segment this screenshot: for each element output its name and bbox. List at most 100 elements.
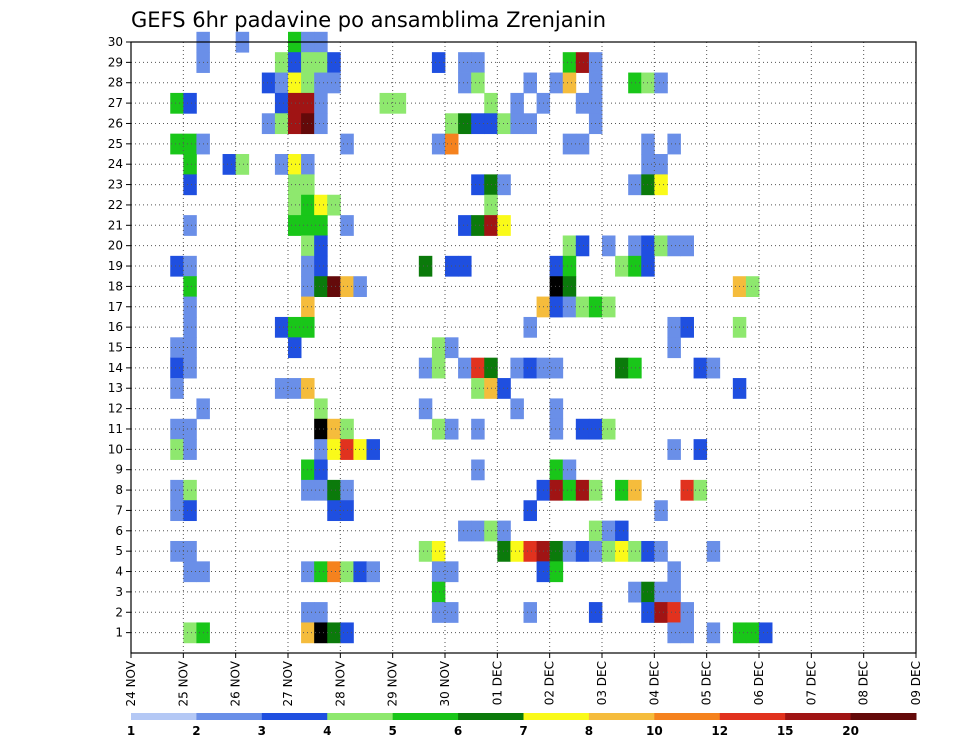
heatmap-cell	[418, 255, 433, 277]
y-tick-label: 23	[108, 178, 123, 192]
heatmap-cell	[274, 316, 289, 338]
chart-title: GEFS 6hr padavine po ansamblima Zrenjani…	[131, 8, 606, 32]
heatmap-cell	[183, 561, 197, 583]
heatmap-cell	[170, 418, 184, 440]
colorbar-swatch	[131, 713, 197, 720]
heatmap-cell	[602, 540, 616, 562]
colorbar-swatch	[523, 713, 590, 720]
colorbar-label: 20	[842, 724, 859, 738]
heatmap-cell	[288, 194, 302, 216]
colorbar-label: 12	[711, 724, 728, 738]
heatmap-cell	[693, 479, 708, 501]
y-tick-label: 12	[108, 402, 123, 416]
heatmap-cell	[183, 622, 197, 644]
colorbar-label: 2	[192, 724, 200, 738]
heatmap-cell	[288, 72, 302, 94]
heatmap-cell	[549, 398, 564, 420]
heatmap-cell	[222, 154, 237, 175]
heatmap-cell	[314, 255, 328, 277]
y-tick-label: 25	[108, 137, 123, 151]
heatmap-cell	[314, 479, 328, 501]
y-tick-label: 19	[108, 259, 123, 273]
heatmap-cell	[458, 255, 472, 277]
heatmap-cell	[706, 622, 721, 644]
heatmap-cell	[314, 72, 328, 94]
heatmap-cell	[654, 154, 668, 175]
heatmap-cell	[431, 418, 446, 440]
y-axis-ticks: 1234567891011121314151617181920212223242…	[108, 35, 131, 640]
heatmap-cell	[327, 479, 341, 501]
heatmap-cell	[523, 316, 537, 338]
heatmap-cell	[628, 479, 642, 501]
heatmap-cell	[314, 398, 328, 420]
x-tick-label: 03 DEC	[595, 661, 609, 705]
heatmap-cell	[510, 540, 524, 562]
heatmap-cell	[261, 113, 276, 135]
heatmap-cell	[484, 215, 498, 236]
heatmap-cell	[471, 459, 485, 481]
heatmap-cell	[615, 520, 629, 542]
y-tick-label: 9	[115, 463, 123, 477]
y-tick-label: 30	[108, 35, 123, 49]
heatmap-cell	[314, 418, 328, 440]
heatmap-cell	[183, 215, 197, 236]
heatmap-cell	[523, 540, 537, 562]
heatmap-cell	[745, 276, 760, 297]
heatmap-cell	[654, 581, 668, 603]
heatmap-cell	[314, 52, 328, 73]
heatmap-cell	[274, 378, 289, 399]
heatmap-cell	[667, 581, 681, 603]
colorbar-swatch	[785, 713, 852, 720]
heatmap-cell	[274, 113, 289, 135]
colorbar-label: 3	[258, 724, 266, 738]
heatmap-cell	[562, 459, 577, 481]
x-tick-label: 29 NOV	[386, 660, 400, 706]
heatmap-cell	[353, 439, 367, 460]
heatmap-cell	[615, 540, 629, 562]
heatmap-cell	[314, 215, 328, 236]
heatmap-cell	[314, 439, 328, 460]
heatmap-cell	[667, 561, 681, 583]
heatmap-cell	[471, 174, 485, 196]
heatmap-cell	[628, 357, 642, 379]
heatmap-cell	[327, 418, 341, 440]
heatmap-cell	[170, 133, 184, 155]
y-tick-label: 11	[108, 422, 123, 436]
heatmap-cell	[510, 113, 524, 135]
heatmap-cell	[549, 255, 564, 277]
y-tick-label: 3	[115, 585, 123, 599]
heatmap-cell	[261, 72, 276, 94]
heatmap-cell	[523, 72, 537, 94]
heatmap-cell	[667, 622, 681, 644]
heatmap-cell	[314, 602, 328, 623]
heatmap-cell	[562, 72, 577, 94]
colorbar-swatch	[588, 713, 655, 720]
colorbar-swatch	[261, 713, 328, 720]
x-tick-label: 27 NOV	[281, 660, 295, 706]
x-tick-label: 08 DEC	[857, 661, 871, 705]
heatmap-cell	[615, 479, 629, 501]
colorbar-swatch	[458, 713, 524, 720]
heatmap-cell	[523, 500, 537, 522]
heatmap-cell	[327, 439, 341, 460]
heatmap-cell	[314, 561, 328, 583]
y-tick-label: 2	[115, 605, 123, 619]
heatmap-cell	[327, 276, 341, 297]
x-tick-label: 05 DEC	[700, 661, 714, 705]
heatmap-cell	[575, 133, 590, 155]
y-tick-label: 4	[115, 565, 123, 579]
heatmap-cell	[235, 154, 250, 175]
heatmap-cell	[654, 72, 668, 94]
heatmap-cell	[183, 316, 197, 338]
heatmap-cell	[418, 357, 433, 379]
heatmap-cell	[549, 479, 564, 501]
colorbar-label: 1	[127, 724, 135, 738]
y-tick-label: 26	[108, 116, 123, 130]
heatmap-cell	[288, 92, 302, 114]
heatmap-cell	[562, 235, 577, 257]
x-tick-label: 09 DEC	[909, 661, 923, 705]
heatmap-cell	[183, 174, 197, 196]
heatmap-cell	[549, 561, 564, 583]
y-tick-label: 27	[108, 96, 123, 110]
heatmap-cell	[458, 357, 472, 379]
